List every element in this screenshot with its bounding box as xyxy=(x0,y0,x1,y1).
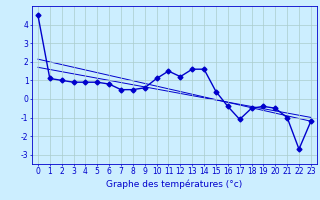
X-axis label: Graphe des températures (°c): Graphe des températures (°c) xyxy=(106,179,243,189)
